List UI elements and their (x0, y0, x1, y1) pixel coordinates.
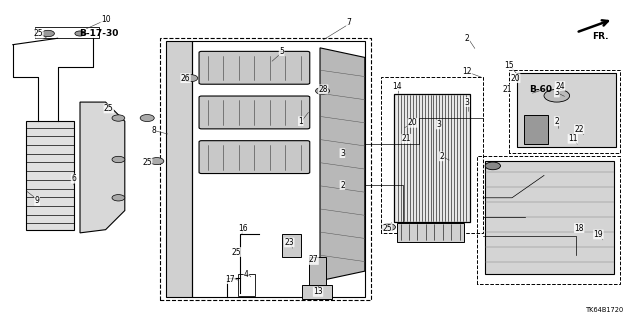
Circle shape (140, 115, 154, 122)
Text: 28: 28 (319, 85, 328, 94)
Text: 3: 3 (340, 149, 345, 158)
Text: B-60: B-60 (529, 85, 552, 94)
Polygon shape (485, 161, 614, 274)
Text: 16: 16 (238, 224, 248, 233)
Circle shape (150, 158, 164, 165)
Text: 2: 2 (554, 117, 559, 126)
Bar (524, 115, 548, 144)
Circle shape (112, 195, 125, 201)
Text: 24: 24 (555, 82, 565, 91)
Text: 13: 13 (313, 287, 323, 296)
Polygon shape (80, 102, 125, 233)
Text: 17: 17 (225, 275, 236, 284)
Text: 25: 25 (382, 224, 392, 233)
Bar (397, 223, 464, 242)
Polygon shape (26, 121, 74, 230)
Text: 11: 11 (568, 134, 577, 143)
FancyBboxPatch shape (199, 96, 310, 129)
Text: 25: 25 (104, 104, 114, 113)
Text: 2: 2 (465, 34, 470, 43)
Text: 9: 9 (35, 197, 40, 205)
Text: 19: 19 (593, 230, 604, 239)
Text: TK64B1720: TK64B1720 (586, 307, 624, 313)
Text: 18: 18 (575, 224, 584, 233)
Text: 15: 15 (504, 61, 514, 70)
Text: 2: 2 (340, 181, 345, 189)
Circle shape (544, 89, 570, 102)
Bar (309, 257, 326, 286)
Circle shape (184, 75, 198, 82)
Text: 8: 8 (151, 126, 156, 135)
Text: FR.: FR. (592, 32, 609, 41)
Circle shape (42, 30, 54, 37)
Bar (302, 285, 332, 299)
Text: 1: 1 (298, 117, 303, 126)
Text: 22: 22 (575, 125, 584, 134)
Text: 20: 20 (408, 118, 418, 127)
Polygon shape (320, 48, 365, 281)
Circle shape (112, 115, 125, 121)
Text: 3: 3 (436, 120, 441, 129)
FancyBboxPatch shape (199, 141, 310, 174)
Text: 10: 10 (100, 15, 111, 24)
Bar (282, 234, 301, 257)
Polygon shape (166, 41, 192, 297)
Text: 5: 5 (279, 47, 284, 56)
Polygon shape (517, 73, 616, 147)
Text: 27: 27 (308, 256, 319, 264)
Circle shape (485, 162, 500, 170)
Bar (238, 274, 255, 296)
Text: 2: 2 (439, 152, 444, 161)
Polygon shape (394, 94, 470, 222)
Text: 25: 25 (232, 248, 242, 256)
Text: 3: 3 (554, 88, 559, 97)
Circle shape (381, 224, 396, 231)
Text: B-17-30: B-17-30 (79, 29, 119, 38)
Text: 3: 3 (465, 98, 470, 107)
Text: 25: 25 (33, 29, 44, 38)
Text: 20: 20 (510, 74, 520, 83)
Text: 14: 14 (392, 82, 402, 91)
Text: 21: 21 (402, 134, 411, 143)
Text: 26: 26 (180, 74, 191, 83)
Text: 23: 23 (284, 238, 294, 247)
FancyBboxPatch shape (199, 51, 310, 84)
Text: 12: 12 (463, 67, 472, 76)
Text: 25: 25 (142, 158, 152, 167)
Text: 6: 6 (71, 174, 76, 183)
Text: 21: 21 (503, 85, 512, 94)
Circle shape (112, 156, 125, 163)
Text: 7: 7 (346, 18, 351, 27)
Circle shape (316, 87, 330, 94)
Circle shape (75, 31, 85, 36)
Text: 4: 4 (244, 270, 249, 279)
